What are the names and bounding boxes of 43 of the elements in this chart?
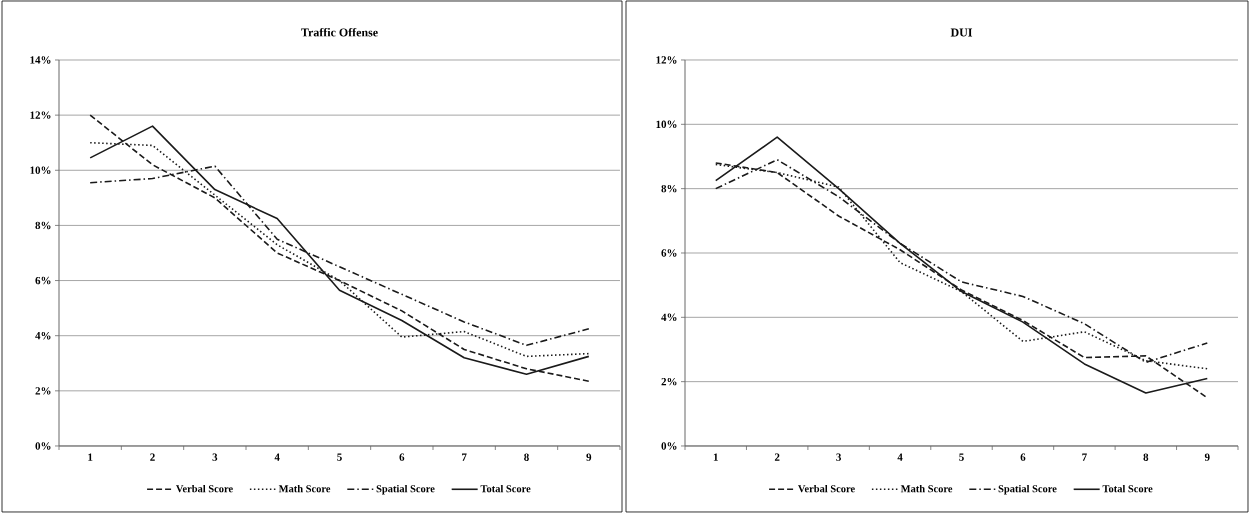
y-tick-label: 4% (35, 331, 51, 340)
x-tick-label: 9 (586, 453, 592, 461)
x-tick-label: 2 (150, 453, 155, 461)
x-tick-label: 4 (274, 453, 280, 461)
y-tick-label: 14% (30, 56, 51, 64)
legend-label: Total Score (1102, 484, 1153, 493)
x-tick-label: 4 (897, 453, 903, 461)
y-tick-label: 10% (656, 120, 677, 129)
x-tick-label: 3 (212, 453, 218, 461)
x-tick-label: 2 (774, 453, 780, 461)
x-tick-label: 8 (1143, 453, 1149, 461)
legend-label: Spatial Score (376, 484, 435, 495)
x-tick-label: 5 (337, 453, 342, 461)
legend-label: Total Score (480, 484, 531, 493)
x-tick-label: 9 (1204, 453, 1210, 461)
y-tick-label: 4% (661, 313, 677, 322)
y-tick-label: 0% (661, 442, 677, 450)
chart-title: Traffic Offense (301, 27, 378, 37)
y-tick-label: 6% (35, 276, 51, 285)
y-tick-label: 2% (35, 387, 51, 395)
x-tick-label: 7 (1082, 453, 1087, 461)
y-tick-label: 8% (35, 221, 51, 230)
x-tick-label: 6 (399, 453, 405, 461)
chart-title: DUI (950, 28, 973, 37)
y-tick-label: 10% (30, 166, 51, 174)
legend-label: Spatial Score (998, 484, 1057, 495)
y-tick-label: 8% (661, 184, 677, 193)
y-tick-label: 0% (35, 442, 51, 450)
legend-label: Verbal Score (176, 484, 233, 493)
x-tick-label: 5 (959, 453, 964, 461)
y-tick-label: 12% (656, 56, 677, 64)
x-tick-label: 6 (1020, 453, 1026, 461)
legend-label: Verbal Score (798, 484, 855, 493)
x-tick-label: 1 (713, 453, 718, 461)
legend-label: Math Score (900, 484, 953, 493)
legend-label: Math Score (278, 484, 331, 493)
x-tick-label: 7 (462, 453, 467, 461)
y-tick-label: 12% (30, 111, 51, 119)
x-tick-label: 8 (524, 453, 529, 461)
x-tick-label: 1 (88, 453, 93, 461)
y-tick-label: 6% (661, 249, 677, 257)
x-tick-label: 3 (836, 453, 841, 461)
y-tick-label: 2% (661, 377, 677, 386)
